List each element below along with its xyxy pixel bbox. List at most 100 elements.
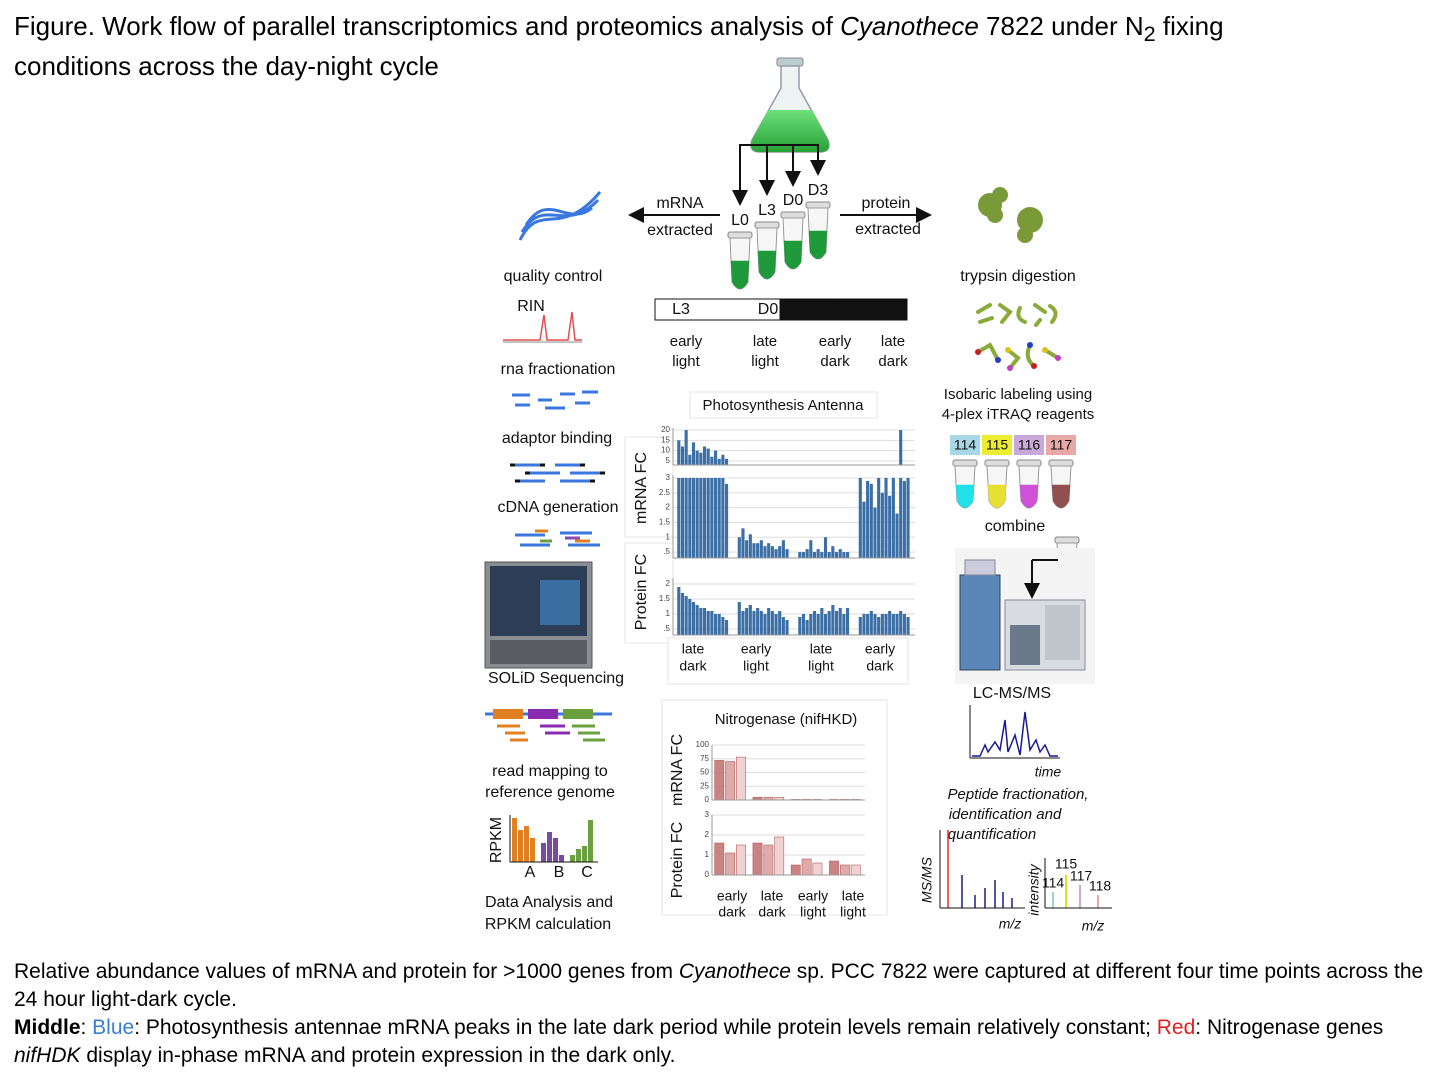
bar: [778, 546, 782, 558]
bar: [721, 617, 725, 635]
period-label: light: [751, 353, 779, 370]
x-tick-label: light: [800, 904, 826, 920]
bar: [736, 756, 746, 801]
charts: Photosynthesis Antenna5101520.511.522.53…: [633, 397, 915, 920]
bar: [767, 608, 771, 635]
y-tick-label: 10: [661, 446, 670, 455]
ms-spectrum: [939, 830, 1025, 909]
bar: [839, 864, 850, 876]
bar: [809, 614, 813, 635]
y-tick-label: 1.5: [659, 594, 671, 603]
bar: [721, 454, 725, 465]
bar: [748, 605, 752, 635]
bar: [688, 599, 692, 635]
bar: [845, 608, 850, 635]
bar: [798, 617, 802, 635]
tube-liquid: [783, 240, 803, 269]
bar: [785, 549, 789, 558]
tube-liquid: [757, 250, 777, 279]
x-tick-label: dark: [758, 904, 786, 920]
x-tick-label: dark: [718, 904, 746, 920]
rpkm-category: A: [525, 864, 536, 881]
bar: [845, 552, 850, 558]
arrow-label: extracted: [647, 222, 713, 239]
tube-cap: [984, 459, 1010, 467]
timeline-label: L0: [883, 301, 901, 318]
bar: [680, 477, 685, 558]
bar: [774, 549, 778, 558]
bar: [831, 546, 835, 558]
x-tick-label: early: [717, 888, 747, 904]
bar: [877, 477, 881, 558]
tube-cap: [780, 211, 806, 219]
y-tick-label: 2.5: [659, 488, 671, 497]
y-tick-label: .5: [663, 624, 670, 633]
tube-liquid: [1019, 484, 1039, 508]
bar: [724, 458, 729, 465]
timeline-label: D3: [820, 301, 841, 318]
rin-trace: [503, 311, 582, 341]
tube-label: L3: [758, 202, 776, 219]
bar: [858, 617, 862, 635]
x-tick-label: dark: [866, 658, 894, 674]
bar: [873, 507, 877, 558]
rpkm-axis-label: RPKM: [488, 817, 505, 863]
bar: [710, 611, 714, 635]
bar: [785, 620, 789, 635]
bar: [725, 852, 736, 876]
y-tick-label: 1.5: [659, 518, 671, 527]
bar: [677, 477, 681, 558]
step-label: Isobaric labeling using: [944, 386, 1092, 403]
caption-gene: nifHDK: [14, 1044, 81, 1067]
caption-text: :: [1195, 1016, 1202, 1039]
bar: [809, 540, 813, 558]
x-tick-label: early: [741, 641, 771, 657]
bar: [781, 617, 785, 635]
cdna: [515, 529, 600, 547]
step-label: quantification: [948, 826, 1036, 843]
y-axis-label: mRNA FC: [633, 452, 650, 524]
bar: [816, 614, 820, 635]
chart-title-box: [689, 391, 878, 419]
bar: [781, 540, 785, 558]
itraq-tags: 114 115 116 117: [950, 435, 1080, 583]
step-label: rna fractionation: [501, 361, 616, 378]
step-label: read mapping to: [492, 763, 608, 780]
bar: [866, 614, 870, 635]
chart-frame: [661, 699, 888, 916]
bar: [842, 614, 846, 635]
step-label: reference genome: [485, 784, 615, 801]
tube-cap: [1054, 536, 1080, 544]
x-tick-label: light: [808, 658, 834, 674]
bar: [838, 608, 842, 635]
fragments: [512, 390, 598, 410]
bar: [677, 587, 681, 635]
title-species: Cyanothece: [840, 11, 979, 41]
tube-liquid: [955, 484, 975, 508]
bar: [812, 862, 823, 876]
bar: [691, 477, 696, 558]
caption-text: Relative abundance values of mRNA and pr…: [14, 960, 679, 983]
bar: [891, 477, 895, 558]
y-tick-label: 1: [666, 532, 671, 541]
bar: [759, 611, 763, 635]
bar: [717, 614, 721, 635]
bar: [714, 760, 725, 801]
step-label: quality control: [504, 268, 603, 285]
bar: [895, 614, 899, 635]
tag-box: [1014, 435, 1044, 455]
bar: [695, 477, 699, 558]
bar: [763, 844, 774, 876]
bar: [763, 546, 767, 558]
bar: [884, 614, 888, 635]
tube-cap: [805, 201, 831, 209]
bar: [724, 620, 729, 635]
caption-text: sp. PCC 7822 were captured at different …: [14, 960, 1424, 1011]
bar: [801, 858, 812, 876]
peptides: [976, 303, 1058, 327]
y-tick-label: 0: [705, 795, 710, 804]
step-label: combine: [985, 518, 1046, 535]
x-tick-label: light: [840, 904, 866, 920]
